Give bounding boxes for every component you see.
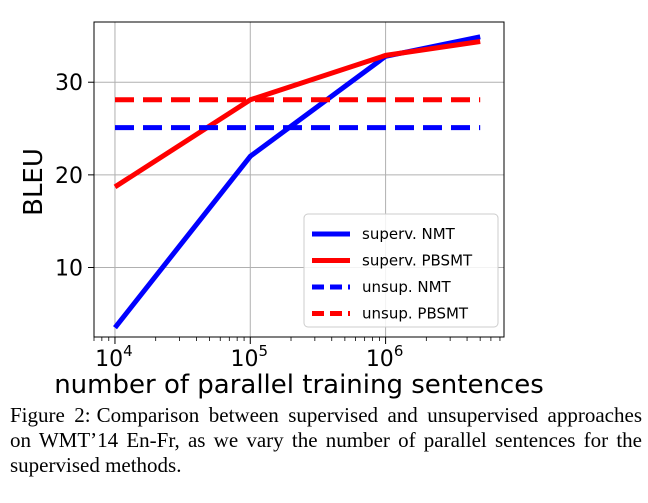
legend-label: superv. NMT <box>362 225 456 243</box>
y-tick-label: 30 <box>55 71 83 96</box>
legend-label: unsup. NMT <box>362 278 452 296</box>
legend-box <box>303 213 499 328</box>
y-axis-label: BLEU <box>19 148 49 216</box>
x-tick-base: 10 <box>95 347 123 372</box>
series-line-1 <box>113 39 481 190</box>
x-tick-label: 105 <box>231 342 269 372</box>
x-tick-label: 104 <box>95 342 133 372</box>
y-tick-label: 10 <box>55 257 83 282</box>
caption-prefix: Figure 2: <box>10 403 91 427</box>
legend-label: unsup. PBSMT <box>362 305 469 323</box>
x-tick-exponent: 6 <box>394 342 404 360</box>
x-tick-exponent: 4 <box>123 342 133 360</box>
series-layer <box>113 34 481 330</box>
figure-caption: Figure 2: Comparison between supervised a… <box>10 403 642 478</box>
x-tick-exponent: 5 <box>259 342 269 360</box>
y-tick-label: 20 <box>55 164 83 189</box>
x-tick-label: 106 <box>366 342 404 372</box>
plot-frame <box>93 21 505 338</box>
caption-text: Comparison between supervised and unsupe… <box>10 403 642 477</box>
x-tick-base: 10 <box>231 347 259 372</box>
legend: superv. NMT superv. PBSMT unsup. NMT unsup.… <box>303 213 499 328</box>
legend-label: superv. PBSMT <box>362 252 473 270</box>
x-axis-label: number of parallel training sentences <box>54 370 544 400</box>
x-tick-base: 10 <box>366 347 394 372</box>
